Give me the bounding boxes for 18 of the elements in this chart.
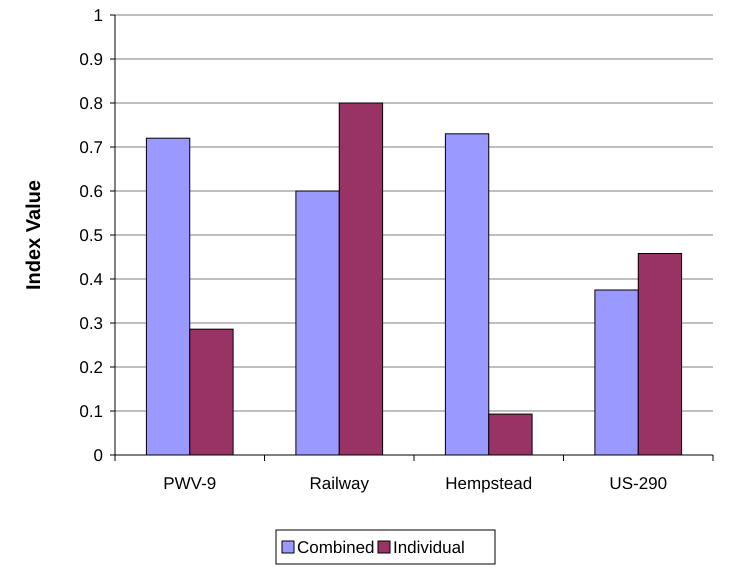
y-tick-label: 0.2 bbox=[79, 358, 103, 377]
legend-label: Individual bbox=[393, 538, 465, 557]
y-tick-label: 0.6 bbox=[79, 182, 103, 201]
y-tick-label: 0.7 bbox=[79, 138, 103, 157]
y-tick-label: 0.3 bbox=[79, 314, 103, 333]
y-tick-label: 0.9 bbox=[79, 50, 103, 69]
y-tick-label: 0.4 bbox=[79, 270, 103, 289]
x-tick-label: Hempstead bbox=[445, 474, 532, 493]
x-tick-label: US-290 bbox=[609, 474, 668, 493]
y-tick-label: 1 bbox=[94, 6, 103, 25]
y-tick-label: 0.8 bbox=[79, 94, 103, 113]
y-tick-label: 0.1 bbox=[79, 402, 103, 421]
y-tick-label: 0 bbox=[94, 446, 103, 465]
legend-label: Combined bbox=[297, 538, 374, 557]
x-tick-label: PWV-9 bbox=[163, 474, 216, 493]
y-tick-label: 0.5 bbox=[79, 226, 103, 245]
y-axis-title: Index Value bbox=[23, 180, 45, 290]
x-tick-label: Railway bbox=[309, 474, 370, 493]
